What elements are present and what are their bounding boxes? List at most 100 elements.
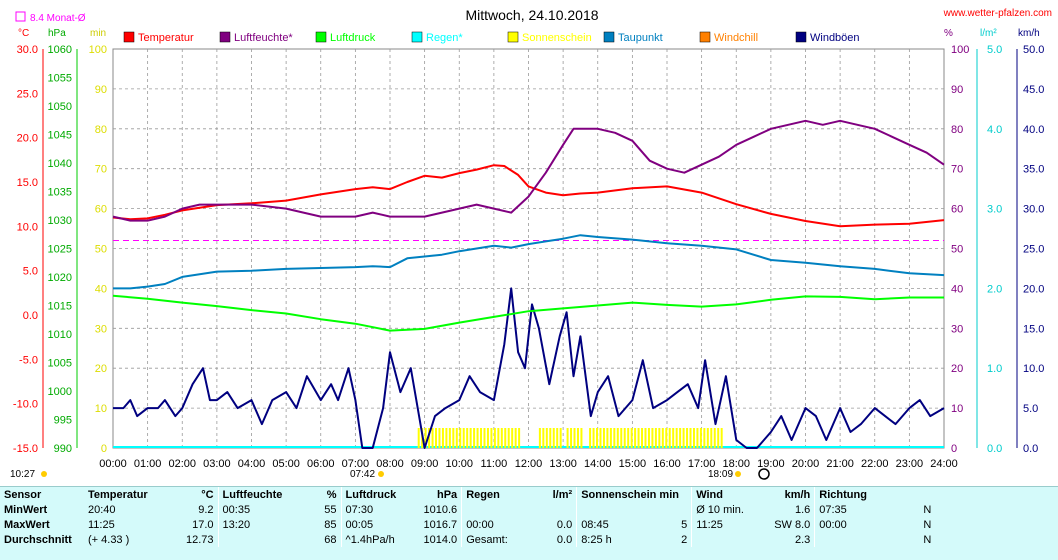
sun-small-icon <box>41 471 47 477</box>
legend-label: Luftdruck <box>330 32 376 44</box>
sunshine-bar <box>616 428 619 448</box>
sunshine-bar <box>696 428 699 448</box>
series-line-luftfeuchte <box>112 119 945 222</box>
legend-swatch <box>699 31 711 43</box>
y-tick-label-sunshine: 60 <box>95 204 107 216</box>
x-tick-label: 03:00 <box>203 458 231 470</box>
sunshine-bar <box>630 428 633 448</box>
min-w-val: 1.6 <box>794 503 811 516</box>
y-tick-label-humidity: 40 <box>951 283 963 295</box>
sunshine-bar <box>637 428 640 448</box>
y-tick-label-sunshine: 20 <box>95 363 107 375</box>
sunshine-bar <box>514 428 517 448</box>
sunshine-bar <box>417 428 420 448</box>
avg-w-val: 2.3 <box>794 533 811 546</box>
legend-label: Regen* <box>426 32 463 44</box>
unit-percent: % <box>944 28 953 39</box>
hdr-ld-unit: hPa <box>437 488 458 501</box>
sunshine-bar <box>692 428 695 448</box>
x-tick-label: 11:00 <box>481 458 508 470</box>
hdr-sensor: Sensor <box>4 488 42 501</box>
unit-min: min <box>90 28 106 39</box>
sunshine-bar <box>675 428 678 448</box>
y-tick-label-sunshine: 90 <box>95 84 107 96</box>
sunshine-bar <box>644 428 647 448</box>
y-tick-label-wind: 35.0 <box>1023 164 1044 176</box>
y-tick-label-humidity: 50 <box>951 244 963 256</box>
min-w-label: Ø 10 min. <box>691 502 771 517</box>
y-tick-label-sunshine: 10 <box>95 403 107 415</box>
legend-label: Temperatur <box>138 32 194 44</box>
x-tick-label: 20:00 <box>792 458 820 470</box>
avg-w-empty <box>691 532 771 547</box>
y-tick-label-humidity: 70 <box>951 164 963 176</box>
legend-label: Sonnenschein <box>522 32 592 44</box>
weather-chart: Mittwoch, 24.10.2018 www.wetter-pfalzen.… <box>10 7 1052 480</box>
x-tick-label: 02:00 <box>168 458 196 470</box>
sunshine-bar <box>634 428 637 448</box>
min-lf-val: 55 <box>324 503 337 516</box>
stats-table: Sensor Temperatur °C Luftfeuchte % Luftd… <box>0 487 935 547</box>
sunshine-bar <box>545 428 548 448</box>
sunshine-bar <box>445 428 448 448</box>
y-tick-label-pressure: 1025 <box>48 244 72 256</box>
max-ld-val: 1016.7 <box>423 518 458 531</box>
hdr-temp-unit: °C <box>201 488 214 501</box>
y-tick-label-wind: 50.0 <box>1023 44 1044 56</box>
avg-lf-val: 68 <box>324 533 337 546</box>
sunshine-bar <box>720 428 723 448</box>
y-tick-label-humidity: 0 <box>951 443 957 455</box>
sunshine-bar <box>658 428 661 448</box>
sunshine-bar <box>627 428 630 448</box>
y-tick-label-rain: 3.0 <box>987 204 1002 216</box>
sunshine-bar <box>493 428 496 448</box>
sunshine-bar <box>682 428 685 448</box>
max-lf-val: 85 <box>324 518 337 531</box>
legend-label: Luftfeuchte* <box>234 32 293 44</box>
min-ld-time: 07:30 <box>340 502 420 517</box>
hdr-luftfeuchte: Luftfeuchte <box>217 487 317 502</box>
sunshine-bar <box>679 428 682 448</box>
sunshine-bar <box>507 428 510 448</box>
sunshine-bar <box>466 428 469 448</box>
y-tick-label-temperature: 30.0 <box>17 44 38 56</box>
max-ld-time: 00:05 <box>340 517 420 532</box>
website-label[interactable]: www.wetter-pfalzen.com <box>943 8 1052 19</box>
unit-hpa: hPa <box>48 28 66 39</box>
unit-celsius: °C <box>18 28 29 39</box>
y-tick-label-pressure: 1035 <box>48 187 72 199</box>
y-tick-label-sunshine: 70 <box>95 164 107 176</box>
y-tick-label-wind: 40.0 <box>1023 124 1044 136</box>
y-tick-label-pressure: 1040 <box>48 158 72 170</box>
x-tick-label: 04:00 <box>238 458 266 470</box>
x-tick-label: 16:00 <box>653 458 681 470</box>
y-tick-label-humidity: 30 <box>951 323 963 335</box>
y-tick-label-temperature: -5.0 <box>19 354 38 366</box>
x-tick-label: 19:00 <box>757 458 785 470</box>
y-tick-label-sunshine: 100 <box>89 44 107 56</box>
y-tick-label-humidity: 80 <box>951 124 963 136</box>
y-tick-label-rain: 1.0 <box>987 363 1002 375</box>
sunshine-bar <box>556 428 559 448</box>
moon-icon <box>758 468 770 480</box>
max-rg-val: 0.0 <box>556 518 573 531</box>
x-tick-label: 00:00 <box>99 458 127 470</box>
y-tick-label-wind: 15.0 <box>1023 323 1044 335</box>
y-tick-label-temperature: 15.0 <box>17 177 38 189</box>
avg-label: 8.4 Monat-Ø <box>30 13 86 24</box>
y-tick-label-pressure: 1015 <box>48 301 72 313</box>
y-tick-label-pressure: 995 <box>54 415 72 427</box>
x-tick-label: 01:00 <box>134 458 162 470</box>
y-tick-label-humidity: 60 <box>951 204 963 216</box>
sunshine-bar <box>473 428 476 448</box>
sunshine-bar <box>511 428 514 448</box>
sunshine-bar <box>703 428 706 448</box>
y-tick-label-temperature: 5.0 <box>23 266 38 278</box>
y-tick-label-temperature: 0.0 <box>23 310 38 322</box>
y-tick-label-temperature: 20.0 <box>17 133 38 145</box>
sunset-time: 18:09 <box>708 469 733 480</box>
sunshine-bar <box>576 428 579 448</box>
sunshine-bar <box>570 428 573 448</box>
sunshine-bar <box>710 428 713 448</box>
plot-area <box>112 119 945 449</box>
